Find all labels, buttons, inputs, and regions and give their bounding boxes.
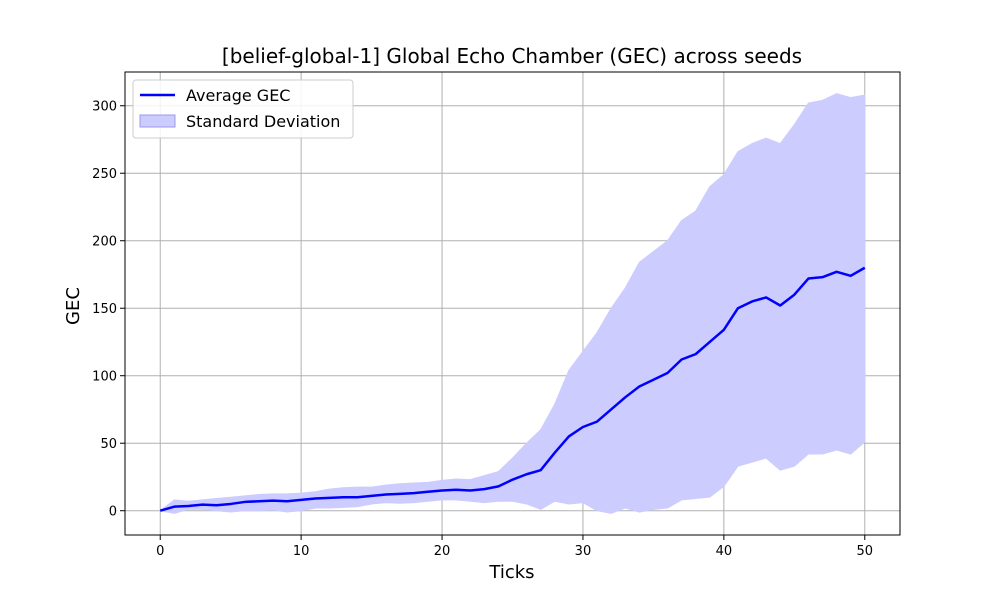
x-tick-label: 10: [293, 544, 310, 559]
x-tick-label: 50: [856, 544, 873, 559]
legend: Average GEC Standard Deviation: [132, 79, 354, 139]
y-ticks: 0 50 100 150 200 250 300: [92, 100, 125, 520]
x-tick-label: 30: [575, 544, 592, 559]
plot-frame: [124, 71, 901, 536]
x-tick-label: 0: [156, 544, 164, 559]
y-tick-label: 250: [92, 167, 117, 182]
x-tick-label: 20: [434, 544, 451, 559]
y-tick-label: 100: [92, 370, 117, 385]
x-tick-label: 40: [716, 544, 733, 559]
average-gec-line: [159, 266, 866, 512]
y-tick-label: 200: [92, 235, 117, 250]
y-tick-label: 0: [109, 505, 117, 520]
legend-band-swatch: [139, 114, 176, 128]
y-tick-label: 300: [92, 100, 117, 115]
x-ticks: 0 10 20 30 40 50: [156, 535, 873, 559]
chart-title: [belief-global-1] Global Echo Chamber (G…: [222, 44, 802, 68]
legend-box: [132, 79, 354, 139]
y-tick-label: 50: [100, 437, 117, 452]
y-tick-label: 150: [92, 302, 117, 317]
x-axis-title: Ticks: [488, 562, 534, 583]
legend-label-std: Standard Deviation: [186, 112, 340, 131]
legend-label-average: Average GEC: [186, 86, 290, 105]
avg-line-layer: [159, 266, 866, 512]
y-axis-title: GEC: [63, 287, 84, 325]
